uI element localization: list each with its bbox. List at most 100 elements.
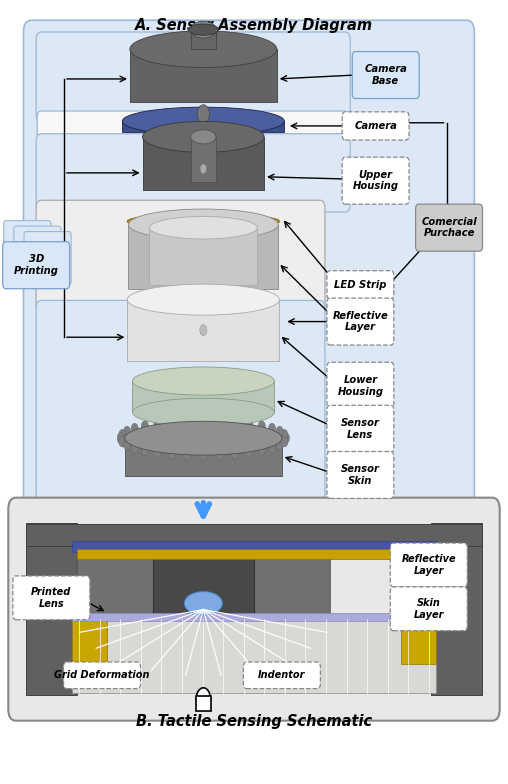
Circle shape	[197, 105, 209, 124]
Circle shape	[268, 423, 275, 434]
Circle shape	[246, 447, 253, 458]
FancyBboxPatch shape	[26, 524, 482, 546]
Circle shape	[281, 436, 288, 447]
FancyBboxPatch shape	[196, 696, 211, 710]
Polygon shape	[133, 381, 274, 412]
Circle shape	[141, 445, 148, 456]
Circle shape	[200, 325, 207, 336]
Ellipse shape	[128, 213, 279, 229]
Polygon shape	[130, 49, 277, 103]
Circle shape	[216, 416, 223, 427]
Circle shape	[281, 430, 288, 441]
FancyBboxPatch shape	[327, 452, 394, 499]
Ellipse shape	[184, 592, 223, 615]
Text: Indentor: Indentor	[258, 670, 305, 681]
FancyBboxPatch shape	[3, 241, 70, 289]
FancyBboxPatch shape	[36, 200, 325, 314]
Text: Sensor
Lens: Sensor Lens	[341, 418, 380, 440]
Ellipse shape	[122, 107, 284, 136]
Polygon shape	[149, 227, 258, 285]
Text: Skin
Layer: Skin Layer	[414, 598, 444, 619]
FancyBboxPatch shape	[254, 553, 330, 666]
Circle shape	[216, 449, 223, 460]
Polygon shape	[122, 122, 284, 132]
FancyBboxPatch shape	[390, 587, 467, 630]
Circle shape	[119, 436, 126, 447]
Circle shape	[258, 421, 265, 432]
FancyBboxPatch shape	[23, 20, 474, 510]
FancyBboxPatch shape	[153, 550, 254, 666]
Ellipse shape	[143, 122, 264, 152]
FancyBboxPatch shape	[431, 523, 482, 695]
Polygon shape	[125, 438, 282, 476]
FancyBboxPatch shape	[4, 220, 51, 274]
FancyBboxPatch shape	[416, 204, 483, 251]
FancyBboxPatch shape	[342, 158, 409, 204]
Text: Reflective
Layer: Reflective Layer	[401, 554, 456, 575]
Polygon shape	[128, 299, 279, 361]
Circle shape	[196, 688, 210, 710]
FancyBboxPatch shape	[36, 300, 325, 502]
Ellipse shape	[190, 130, 216, 144]
Circle shape	[123, 426, 131, 437]
Ellipse shape	[190, 21, 216, 38]
FancyBboxPatch shape	[26, 523, 77, 695]
Circle shape	[258, 445, 265, 456]
Circle shape	[184, 416, 191, 427]
Polygon shape	[129, 224, 278, 289]
FancyBboxPatch shape	[327, 405, 394, 452]
FancyBboxPatch shape	[72, 619, 436, 693]
Ellipse shape	[133, 367, 274, 395]
Text: Printed
Lens: Printed Lens	[31, 587, 72, 608]
FancyBboxPatch shape	[327, 298, 394, 345]
FancyBboxPatch shape	[24, 231, 71, 285]
Circle shape	[117, 433, 124, 444]
Circle shape	[200, 416, 207, 426]
Circle shape	[168, 417, 175, 428]
Ellipse shape	[149, 216, 258, 239]
FancyBboxPatch shape	[36, 134, 350, 212]
Circle shape	[168, 448, 175, 459]
FancyBboxPatch shape	[36, 32, 350, 122]
FancyBboxPatch shape	[352, 52, 419, 99]
Text: B. Tactile Sensing Schematic: B. Tactile Sensing Schematic	[136, 714, 372, 729]
Ellipse shape	[188, 24, 218, 35]
Ellipse shape	[128, 284, 279, 315]
Polygon shape	[190, 137, 216, 182]
Circle shape	[276, 439, 283, 450]
Text: LED Strip: LED Strip	[334, 280, 387, 290]
FancyBboxPatch shape	[72, 542, 436, 553]
FancyBboxPatch shape	[77, 553, 153, 666]
Ellipse shape	[130, 31, 277, 67]
Circle shape	[200, 449, 207, 460]
Text: Reflective
Layer: Reflective Layer	[333, 310, 388, 332]
Text: Camera: Camera	[354, 121, 397, 131]
Circle shape	[131, 442, 138, 453]
FancyBboxPatch shape	[8, 498, 500, 720]
Circle shape	[276, 426, 283, 437]
Text: Comercial
Purchace: Comercial Purchace	[421, 217, 477, 238]
Circle shape	[131, 423, 138, 434]
Circle shape	[231, 417, 238, 428]
Circle shape	[184, 449, 191, 460]
Circle shape	[246, 419, 253, 430]
FancyBboxPatch shape	[390, 543, 467, 587]
Text: Upper
Housing: Upper Housing	[353, 170, 399, 191]
FancyBboxPatch shape	[72, 617, 107, 664]
FancyBboxPatch shape	[243, 662, 321, 688]
FancyBboxPatch shape	[327, 270, 394, 299]
Text: Lower
Housing: Lower Housing	[337, 375, 384, 397]
FancyBboxPatch shape	[64, 662, 141, 688]
FancyBboxPatch shape	[401, 617, 436, 664]
Circle shape	[268, 442, 275, 453]
Circle shape	[119, 430, 126, 441]
Circle shape	[282, 433, 290, 444]
Circle shape	[231, 448, 238, 459]
Ellipse shape	[149, 216, 258, 227]
Circle shape	[154, 447, 161, 458]
Circle shape	[200, 164, 206, 173]
FancyBboxPatch shape	[37, 111, 349, 146]
FancyBboxPatch shape	[72, 613, 436, 620]
Circle shape	[154, 419, 161, 430]
Text: Sensor
Skin: Sensor Skin	[341, 464, 380, 486]
